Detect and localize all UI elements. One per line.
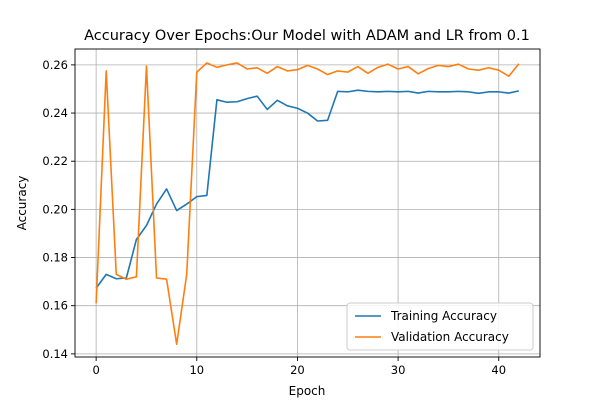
y-tick-label: 0.18 (42, 251, 68, 265)
x-tick-label: 20 (290, 363, 305, 377)
y-tick-label: 0.14 (42, 347, 68, 361)
legend-label-validation-accuracy: Validation Accuracy (391, 330, 509, 344)
x-tick-label: 10 (189, 363, 204, 377)
x-axis-label: Epoch (289, 384, 326, 398)
series-line-training-accuracy (95, 89, 520, 289)
ticks: 0 10 20 30 40 0.14 0.16 0.18 0.20 0.22 0.24 0.26 (42, 58, 506, 377)
chart-title: Accuracy Over Epochs:Our Model with ADAM… (84, 28, 530, 44)
x-tick-label: 0 (92, 363, 99, 377)
legend: Training Accuracy Validation Accuracy (346, 302, 534, 351)
y-axis-label: Accuracy (15, 176, 29, 231)
y-tick-label: 0.24 (42, 106, 68, 120)
x-tick-label: 30 (391, 363, 406, 377)
x-tick-label: 40 (491, 363, 506, 377)
legend-label-training-accuracy: Training Accuracy (390, 309, 497, 323)
axes (74, 48, 541, 358)
y-tick-label: 0.26 (42, 58, 68, 72)
plot-frame (74, 48, 541, 358)
y-tick-label: 0.22 (42, 154, 68, 168)
y-tick-label: 0.20 (42, 202, 68, 216)
series-line-validation-accuracy (95, 62, 520, 346)
y-tick-label: 0.16 (42, 299, 68, 313)
series-lines (95, 62, 520, 346)
legend-box (346, 302, 534, 351)
